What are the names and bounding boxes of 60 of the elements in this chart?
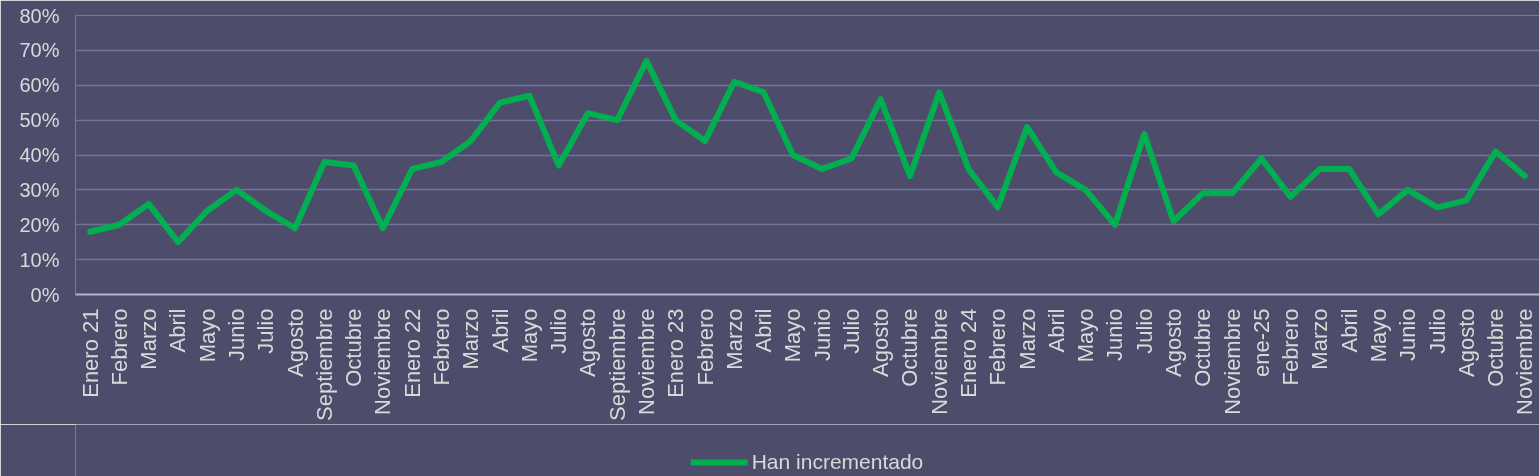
x-tick-label: Marzo — [458, 308, 484, 370]
x-tick-label: Abril — [751, 308, 777, 353]
x-tick-label: Julio — [838, 308, 864, 354]
y-tick-label: 60% — [19, 74, 60, 97]
x-tick-label: Julio — [1131, 308, 1157, 354]
x-tick-label: Julio — [546, 308, 572, 354]
x-tick-label: Agosto — [1453, 308, 1479, 377]
x-tick-label: Mayo — [780, 308, 806, 363]
x-tick-label: Junio — [224, 308, 250, 362]
legend-label: Han incrementado — [751, 450, 924, 474]
x-tick-label: Enero 23 — [663, 308, 689, 398]
x-tick-label: Marzo — [721, 308, 747, 370]
x-tick-label: Febrero — [1278, 308, 1304, 386]
x-tick-label: Junio — [1395, 308, 1421, 362]
x-tick-label: Julio — [1424, 308, 1450, 354]
x-tick-label: Enero 22 — [399, 308, 425, 398]
x-tick-label: Abril — [1043, 308, 1069, 353]
x-tick-label: Mayo — [516, 308, 542, 363]
x-tick-label: Mayo — [1073, 308, 1099, 363]
x-tick-label: Abril — [487, 308, 513, 353]
x-tick-label: Octubre — [897, 308, 923, 387]
y-tick-label: 80% — [19, 4, 60, 27]
x-tick-label: Febrero — [985, 308, 1011, 386]
x-tick-label: Octubre — [1483, 308, 1509, 387]
x-tick-label: Julio — [253, 308, 279, 354]
x-tick-label: Octubre — [1190, 308, 1216, 387]
x-tick-label: Noviembre — [1512, 308, 1538, 415]
x-tick-label: Noviembre — [633, 308, 659, 415]
x-tick-label: Enero 21 — [77, 308, 103, 398]
x-tick-label: Abril — [1336, 308, 1362, 353]
x-tick-label: Octubre — [341, 308, 367, 387]
x-tick-label: Febrero — [106, 308, 132, 386]
y-tick-label: 10% — [19, 248, 60, 271]
x-tick-label: Marzo — [136, 308, 162, 370]
x-tick-label: Agosto — [282, 308, 308, 377]
x-tick-label: Noviembre — [1219, 308, 1245, 415]
x-tick-label: Agosto — [575, 308, 601, 377]
x-tick-label: ene-25 — [1248, 308, 1274, 377]
x-tick-label: Agosto — [868, 308, 894, 377]
y-tick-label: 40% — [19, 144, 60, 166]
y-tick-label: 50% — [19, 109, 60, 132]
x-tick-label: Enero 24 — [956, 308, 982, 398]
x-tick-label: Febrero — [429, 308, 454, 386]
y-tick-label: 30% — [19, 178, 60, 201]
y-tick-label: 70% — [19, 39, 60, 62]
x-tick-label: Abril — [165, 308, 191, 353]
y-tick-label: 0% — [30, 283, 60, 306]
x-tick-label: Marzo — [1014, 308, 1040, 370]
x-tick-label: Septiembre — [604, 308, 630, 421]
x-tick-label: Febrero — [692, 308, 718, 386]
x-tick-label: Septiembre — [311, 308, 337, 421]
x-tick-label: Noviembre — [926, 308, 952, 415]
x-tick-label: Junio — [1102, 308, 1128, 362]
x-tick-label: Mayo — [194, 308, 220, 363]
x-tick-label: Noviembre — [370, 308, 396, 415]
x-tick-label: Marzo — [1307, 308, 1333, 370]
x-tick-label: Agosto — [1161, 308, 1186, 377]
x-tick-label: Mayo — [1365, 308, 1391, 363]
y-tick-label: 20% — [19, 213, 60, 236]
x-tick-label: Junio — [809, 308, 835, 362]
